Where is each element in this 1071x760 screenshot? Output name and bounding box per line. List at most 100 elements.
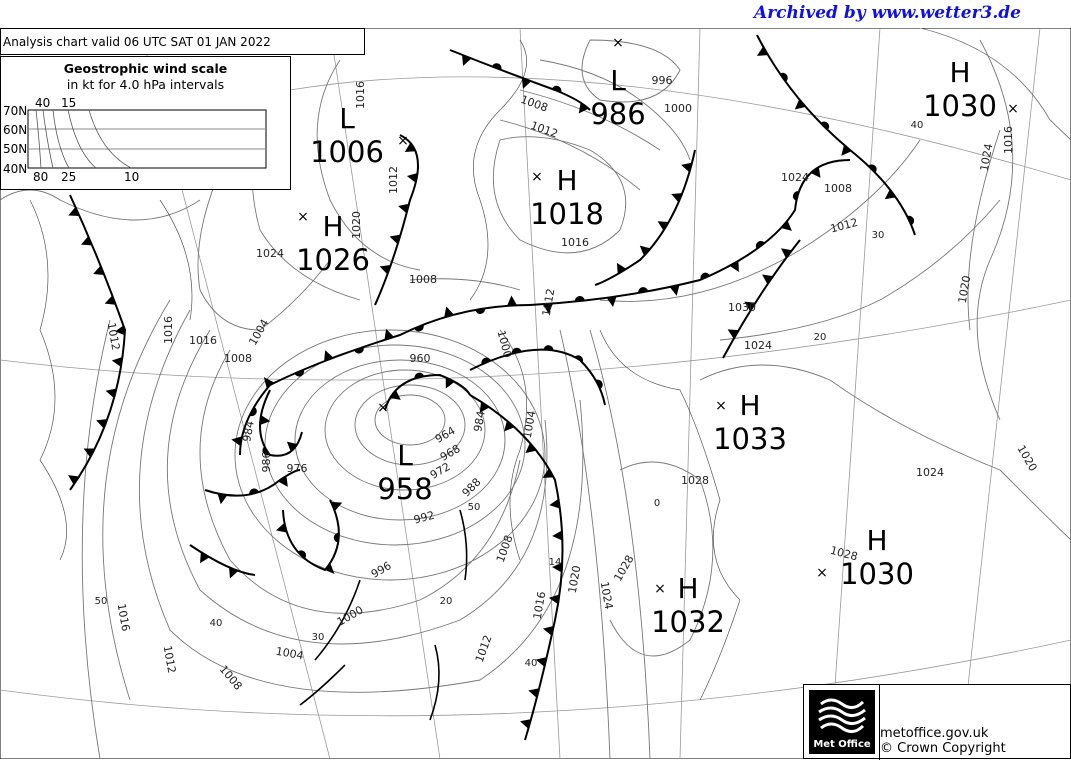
isobar-label: 1012 [161,644,179,674]
isobar-label: 1016 [162,316,175,344]
warm-front-semicircle [491,63,502,70]
isobar-label: 1024 [256,247,284,260]
wind-label: 0 [654,498,660,509]
cold-front-triangle [263,377,275,389]
warm-front-semicircle [551,85,562,93]
archive-banner[interactable]: Archived by www.wetter3.de [754,3,1021,23]
pressure-centre-value: 1032 [651,605,725,639]
cold-front-triangle [462,54,472,66]
cold-front-triangle [794,99,806,110]
front-line [314,579,361,661]
cold-front-triangle [104,295,116,305]
chart-title: Analysis chart valid 06 UTC SAT 01 JAN 2… [0,28,365,55]
cold-front-triangle [810,167,821,178]
isobar-label: 1016 [531,590,549,620]
warm-front-semicircle [354,346,364,354]
scale-label: 80 [33,170,48,184]
cold-front-triangle [669,284,680,296]
pressure-centre-value: 1033 [713,422,787,456]
centre-marker-icon: × [397,133,409,149]
site-link[interactable]: metoffice.gov.uk [880,726,989,741]
waves-icon [818,698,866,733]
front-line [594,149,696,286]
front-line [529,159,851,306]
centre-marker-icon: × [531,169,543,185]
cold-front-triangle [479,401,490,413]
cold-front-triangle [384,328,394,340]
warm-front-semicircle [638,287,649,293]
cold-front-triangle [507,295,518,306]
pressure-centre-value: 1018 [530,197,604,231]
pressure-centre-type: H [322,210,343,243]
isobar-label: 1000 [664,102,692,115]
pressure-centre-type: H [556,164,577,197]
isobar-label: 1020 [566,564,584,594]
isobar-label: 986 [260,452,273,473]
front-line [384,373,471,411]
warm-front-semicircle [481,357,491,365]
cold-front-triangle [278,475,288,487]
cold-front-triangle [542,625,554,636]
warm-front-semicircle [595,379,603,390]
cold-front-triangle [444,306,454,318]
front-line [459,509,468,581]
isobar-label: 1024 [598,580,616,610]
copyright: © Crown Copyright [880,741,1006,756]
isobar-label: 1016 [1002,126,1015,154]
wind-label: 30 [312,632,325,643]
footer: Met Office metoffice.gov.uk © Crown Copy… [803,684,1071,760]
cold-front-triangle [884,189,896,200]
warm-front-semicircle [907,215,915,226]
cold-front-triangle [398,203,410,214]
cold-front-triangle [105,388,117,399]
pressure-centre-type: H [866,524,887,557]
cold-front-triangle [671,193,683,203]
centre-marker-icon: × [715,398,727,414]
centre-marker-icon: × [654,581,666,597]
wind-label: 50 [468,502,481,513]
isobar-label: 1004 [275,645,305,663]
wind-scale-subheading: in kt for 4.0 hPa intervals [66,77,225,92]
isobar-label: 1024 [744,339,772,352]
isobar-label: 984 [471,410,487,433]
isobar-label: 1004 [521,409,539,439]
cold-front-triangle [68,206,80,216]
front-line [722,239,801,359]
lat-label: 70N [3,104,27,118]
warm-front-semicircle [543,345,554,351]
centre-marker-icon: × [612,35,624,51]
wind-label: 14 [549,557,562,568]
centre-marker-icon: × [377,400,389,416]
cold-front-triangle [323,562,335,574]
cold-front-triangle [520,719,532,729]
pressure-centre-type: L [610,64,626,97]
warm-front-semicircle [700,272,710,280]
isobar-label: 1012 [105,321,123,351]
cold-front-triangle [535,657,547,667]
wind-label: 30 [872,230,885,241]
front-line [239,304,531,456]
warm-front-semicircle [297,550,307,559]
cold-front-triangle [286,441,298,452]
isobar-label: 1024 [916,466,944,479]
cold-front-triangle [521,77,532,89]
wind-label: 40 [210,618,223,629]
isobars [0,28,1071,759]
warm-front-semicircle [574,296,585,302]
cold-front-triangle [229,567,239,579]
cold-front-triangle [542,468,554,478]
cold-front-triangle [231,436,243,447]
warm-front-semicircle [333,532,339,543]
cold-front-triangle [111,357,123,367]
cold-front-triangle [657,221,669,231]
cold-front-triangle [275,522,288,533]
wind-scale-heading: Geostrophic wind scale [63,61,228,76]
cold-front-triangle [528,688,540,698]
wind-label: 20 [814,332,827,343]
cold-front-triangle [260,415,271,426]
cold-front-triangle [548,594,560,605]
cold-front-triangle [841,144,852,156]
wind-labels: 50 40 30 20 50 0 20 30 40 14 40 [95,120,924,669]
wind-label: 40 [911,120,924,131]
